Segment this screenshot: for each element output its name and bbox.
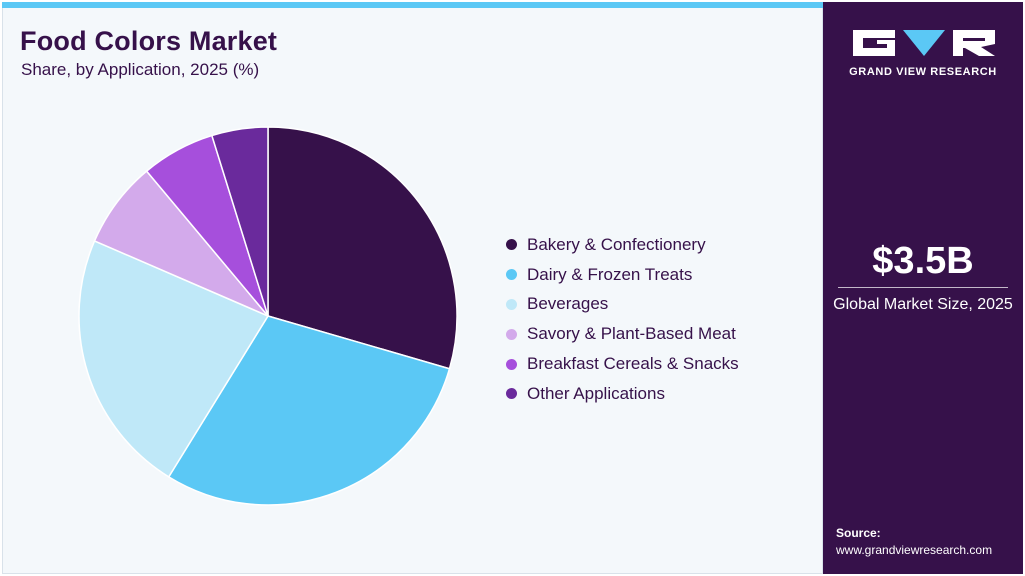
legend-swatch (506, 269, 517, 281)
pie-slice-bakery-confectionery (267, 126, 458, 370)
legend-swatch (506, 388, 517, 400)
legend-label: Beverages (527, 294, 609, 314)
gvr-logo-icon (853, 30, 995, 56)
market-size-label: Global Market Size, 2025 (833, 296, 1013, 313)
legend-item: Dairy & Frozen Treats (506, 260, 739, 290)
market-summary-panel: GRAND VIEW RESEARCH $3.5B Global Market … (823, 2, 1023, 574)
chart-title: Food Colors Market (20, 26, 278, 56)
pie-chart (78, 126, 458, 506)
market-size-value: $3.5B (872, 240, 974, 282)
legend-label: Other Applications (527, 383, 665, 403)
chart-legend: Bakery & Confectionery Dairy & Frozen Tre… (506, 230, 739, 409)
pie-slice-beverages (78, 239, 270, 478)
legend-item: Breakfast Cereals & Snacks (506, 349, 739, 379)
legend-label: Dairy & Frozen Treats (527, 264, 693, 284)
accent-top-bar (2, 2, 823, 8)
legend-swatch (506, 358, 517, 370)
legend-label: Breakfast Cereals & Snacks (527, 354, 739, 374)
legend-item: Beverages (506, 290, 739, 320)
legend-item: Savory & Plant-Based Meat (506, 319, 739, 349)
chart-subtitle: Share, by Application, 2025 (%) (21, 60, 260, 79)
legend-item: Bakery & Confectionery (506, 230, 739, 260)
legend-label: Savory & Plant-Based Meat (527, 324, 736, 344)
legend-swatch (506, 239, 517, 251)
legend-swatch (506, 298, 517, 310)
legend-item: Other Applications (506, 379, 739, 409)
source-label: Source: (836, 526, 881, 540)
source-url: www.grandviewresearch.com (836, 543, 993, 557)
legend-swatch (506, 328, 517, 340)
legend-label: Bakery & Confectionery (527, 234, 706, 254)
pie-slice-other-applications (210, 126, 269, 317)
brand-name: GRAND VIEW RESEARCH (849, 66, 997, 78)
value-divider (838, 287, 1008, 288)
